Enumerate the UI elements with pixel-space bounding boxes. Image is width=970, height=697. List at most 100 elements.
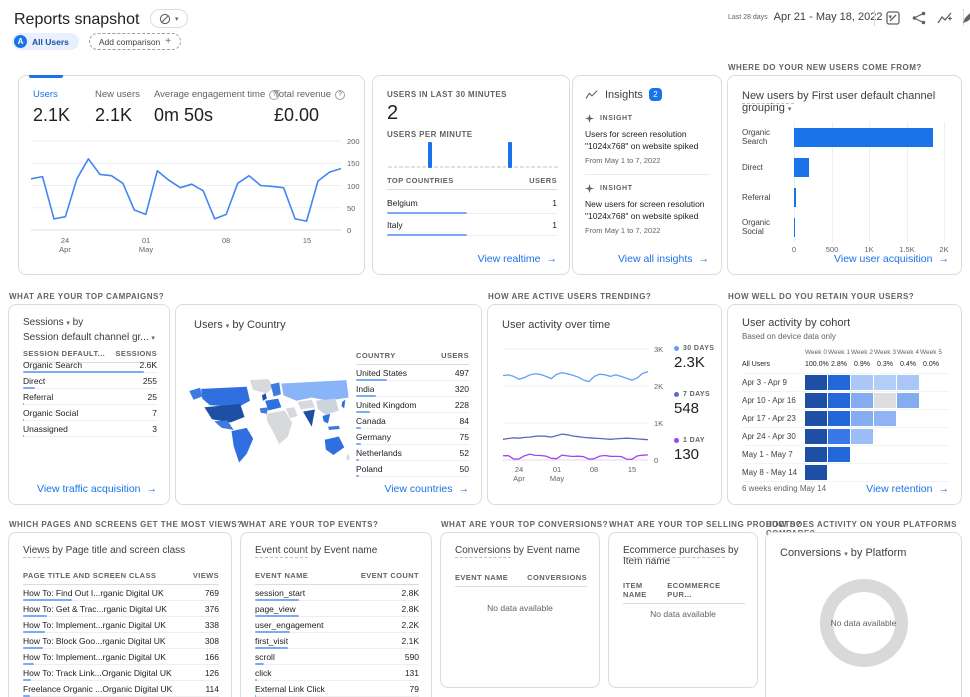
dimension-selector[interactable]: Session default channel gr... ▾ bbox=[23, 332, 155, 343]
insight-item[interactable]: INSIGHT Users for screen resolution "102… bbox=[585, 114, 711, 165]
table-row: Poland 50 bbox=[356, 461, 469, 477]
retention-percent: 100.0% bbox=[805, 361, 829, 368]
section-header-pages: WHICH PAGES AND SCREENS GET THE MOST VIE… bbox=[9, 520, 243, 529]
metric-selector[interactable]: Sessions ▾ bbox=[23, 317, 70, 328]
insight-item[interactable]: INSIGHT New users for screen resolution … bbox=[585, 184, 711, 235]
week-header: Week 2 bbox=[851, 349, 873, 356]
column-header: ECOMMERCE PUR... bbox=[667, 581, 721, 599]
row-bar bbox=[255, 630, 290, 633]
minute-bar bbox=[508, 142, 513, 168]
title-rest: by Platform bbox=[850, 547, 907, 559]
channel-label: Organic Search bbox=[742, 128, 771, 146]
top-countries-table: Belgium 1 Italy 1 bbox=[387, 192, 557, 236]
legend-7-days[interactable]: 7 DAYS 548 bbox=[674, 391, 711, 417]
share-icon[interactable] bbox=[911, 10, 927, 26]
row-label: How To: Track Link...Organic Digital UK bbox=[23, 667, 172, 678]
cohort-cell bbox=[805, 465, 827, 480]
table-row: India 320 bbox=[356, 381, 469, 397]
card-subtitle: Based on device data only bbox=[742, 332, 836, 341]
cohort-cell bbox=[897, 465, 919, 480]
channel-bar-row: Direct bbox=[742, 152, 944, 182]
row-value: 497 bbox=[454, 367, 469, 378]
table-row: Referral 25 bbox=[23, 389, 157, 405]
row-bar bbox=[23, 370, 144, 373]
minute-tick bbox=[410, 166, 415, 168]
row-label: page_view bbox=[255, 603, 296, 614]
metric-selector[interactable]: Conversions ▾ bbox=[780, 547, 848, 559]
dimension-selector[interactable]: New users by First user default channel … bbox=[742, 90, 961, 114]
channel-bar-row: Organic Search bbox=[742, 122, 944, 152]
edit-pencil-icon[interactable] bbox=[962, 10, 970, 24]
row-bar bbox=[255, 598, 300, 601]
help-icon[interactable]: ? bbox=[335, 89, 346, 100]
cohort-cell bbox=[828, 447, 850, 462]
legend-30-days[interactable]: 30 DAYS 2.3K bbox=[674, 345, 715, 371]
cohort-cell bbox=[828, 375, 850, 390]
metric-tab-total-revenue[interactable]: Total revenue? £0.00 bbox=[274, 89, 346, 126]
chevron-down-icon: ▾ bbox=[175, 15, 179, 23]
metric-selector[interactable]: Event count bbox=[255, 545, 308, 558]
add-comparison-label: Add comparison bbox=[98, 36, 161, 47]
x-axis-tick: 1.5K bbox=[899, 245, 915, 254]
cohort-cell bbox=[851, 429, 873, 444]
chevron-down-icon: ▾ bbox=[888, 14, 892, 21]
cohort-cell bbox=[828, 429, 850, 444]
metric-selector[interactable]: Users ▾ bbox=[194, 319, 230, 331]
view-retention-link[interactable]: View retention → bbox=[866, 483, 949, 495]
legend-1-day[interactable]: 1 DAY 130 bbox=[674, 437, 705, 463]
all-users-chip[interactable]: A All Users bbox=[12, 33, 79, 50]
metric-selector[interactable]: Ecommerce purchases bbox=[623, 545, 726, 558]
date-range-picker[interactable]: Last 28 days Apr 21 - May 18, 2022 ▾ bbox=[728, 11, 892, 23]
view-user-acquisition-link[interactable]: View user acquisition → bbox=[834, 253, 949, 265]
row-value: 1 bbox=[552, 197, 557, 208]
view-traffic-acquisition-link[interactable]: View traffic acquisition → bbox=[37, 483, 157, 495]
metric-tab-engagement-time[interactable]: Average engagement time? 0m 50s bbox=[154, 89, 280, 126]
row-label: How To: Implement...rganic Digital UK bbox=[23, 619, 166, 630]
customize-report-icon[interactable] bbox=[885, 10, 901, 26]
insights-icon[interactable] bbox=[937, 10, 953, 26]
minute-tick bbox=[531, 166, 536, 168]
minute-bar bbox=[428, 142, 432, 168]
row-value: 126 bbox=[204, 667, 219, 678]
add-comparison-button[interactable]: Add comparison + bbox=[88, 33, 182, 50]
minute-tick bbox=[456, 166, 461, 168]
retention-percent: 2.8% bbox=[831, 361, 847, 368]
active-tab-indicator bbox=[29, 75, 63, 78]
section-header-campaigns: WHAT ARE YOUR TOP CAMPAIGNS? bbox=[9, 292, 165, 301]
retention-percent: 0.9% bbox=[854, 361, 870, 368]
help-icon[interactable]: ? bbox=[269, 89, 280, 100]
minute-tick bbox=[393, 166, 398, 168]
row-bar bbox=[387, 211, 467, 214]
week-header: Week 3 bbox=[874, 349, 896, 356]
row-label: Belgium bbox=[387, 197, 418, 208]
channel-bar-row: Referral bbox=[742, 182, 944, 212]
row-value: 3 bbox=[152, 423, 157, 434]
cohort-cell bbox=[828, 465, 850, 480]
section-header-new-users: WHERE DO YOUR NEW USERS COME FROM? bbox=[728, 63, 922, 72]
metric-value: 2.1K bbox=[95, 105, 133, 125]
y-axis-tick: 3K bbox=[654, 345, 664, 354]
view-countries-link[interactable]: View countries → bbox=[384, 483, 469, 495]
section-header-trending: HOW ARE ACTIVE USERS TRENDING? bbox=[488, 292, 652, 301]
table-header: SESSION DEFAULT... SESSIONS bbox=[23, 349, 157, 363]
view-realtime-link[interactable]: View realtime → bbox=[477, 253, 557, 265]
cohort-cell bbox=[874, 393, 896, 408]
column-header: USERS bbox=[441, 351, 469, 360]
metric-selector[interactable]: Conversions bbox=[455, 545, 511, 558]
row-label: How To: Implement...rganic Digital UK bbox=[23, 651, 166, 662]
metric-selector[interactable]: Views bbox=[23, 545, 50, 558]
cohort-cell bbox=[874, 411, 896, 426]
y-axis-tick: 200 bbox=[347, 137, 360, 146]
row-value: 84 bbox=[459, 415, 469, 426]
view-all-insights-link[interactable]: View all insights → bbox=[617, 253, 709, 265]
sparkle-icon bbox=[585, 184, 594, 193]
channel-label: Organic Social bbox=[742, 218, 771, 236]
minute-tick bbox=[496, 166, 501, 168]
metric-tab-new-users[interactable]: New users 2.1K bbox=[95, 89, 140, 126]
report-state-selector[interactable]: ▾ bbox=[150, 9, 188, 28]
row-label: External Link Click bbox=[255, 683, 325, 694]
row-bar bbox=[356, 426, 362, 429]
all-users-label: All Users bbox=[32, 36, 69, 47]
metric-tab-users[interactable]: Users 2.1K bbox=[33, 89, 70, 126]
table-row: How To: Find Out I...rganic Digital UK 76… bbox=[23, 585, 219, 601]
